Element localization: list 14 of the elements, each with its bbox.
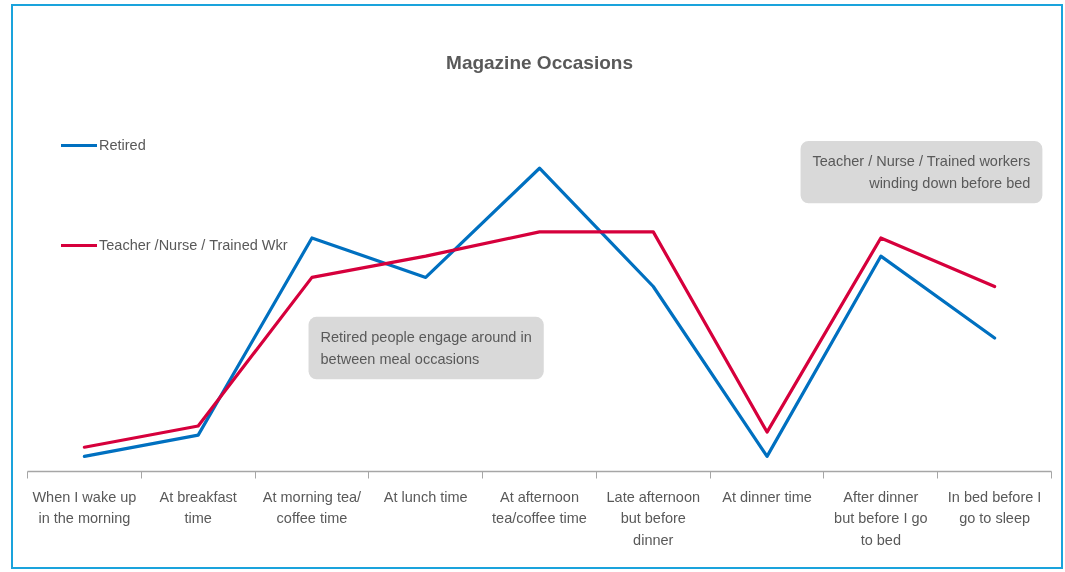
- x-tick-label: When I wake up in the morning: [32, 488, 137, 527]
- legend-label: Retired: [99, 137, 146, 153]
- legend-label: Teacher /Nurse / Trained Wkr: [99, 237, 288, 253]
- annotation: Retired people engage around in between meal occasions: [320, 328, 532, 368]
- x-tick-label: At morning tea/ coffee time: [262, 488, 363, 527]
- x-tick-label: After dinner but before I go to bed: [834, 488, 928, 548]
- x-tick-label: In bed before I go to sleep: [947, 488, 1042, 527]
- x-tick-label: Late afternoon but before dinner: [606, 488, 701, 548]
- chart-title: Magazine Occasions: [446, 51, 633, 73]
- annotation: Teacher / Nurse / Trained workers winding down before bed: [812, 152, 1031, 192]
- x-tick-label: At dinner time: [722, 488, 812, 505]
- x-tick-label: At breakfast time: [159, 488, 237, 527]
- x-tick-label: At afternoon tea/coffee time: [492, 488, 587, 527]
- x-tick-label: At lunch time: [383, 488, 468, 505]
